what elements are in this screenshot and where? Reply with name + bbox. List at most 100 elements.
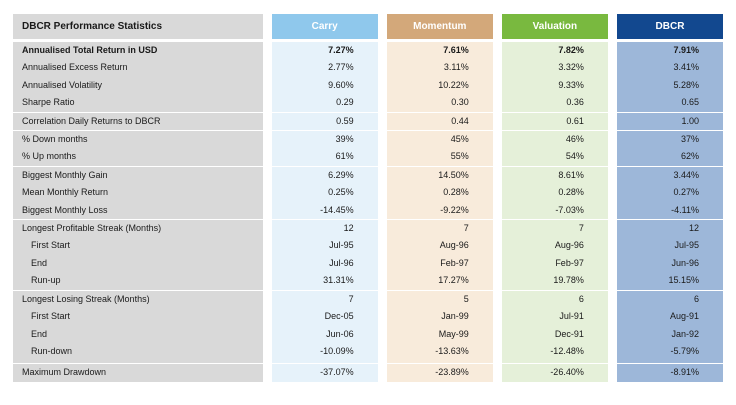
column-gap [492, 42, 502, 60]
cell-dbcr: 0.65 [617, 94, 723, 112]
column-gap [607, 219, 617, 238]
column-gap [492, 14, 502, 39]
table-row: Correlation Daily Returns to DBCR 0.59 0.4… [13, 111, 723, 131]
cell-dbcr: -4.11% [617, 201, 723, 220]
column-gap [262, 325, 272, 343]
column-gap [262, 14, 272, 39]
cell-carry: 61% [271, 148, 378, 166]
row-label: % Up months [13, 148, 263, 166]
table-row: Biggest Monthly Loss -14.45% -9.22% -7.03% -… [13, 201, 723, 220]
column-gap [492, 94, 502, 112]
cell-carry: 6.29% [271, 165, 378, 185]
row-spacer [13, 360, 723, 364]
row-label: Mean Monthly Return [13, 184, 263, 202]
column-gap [492, 289, 502, 309]
column-gap [262, 237, 272, 255]
cell-momentum: 45% [386, 130, 493, 149]
cell-momentum: Jan-99 [386, 308, 493, 326]
row-label: Longest Profitable Streak (Months) [13, 219, 263, 238]
column-gap [607, 272, 617, 290]
performance-table-container: DBCR Performance Statistics Carry Moment… [13, 14, 723, 382]
cell-carry: 39% [271, 130, 378, 149]
row-label: Run-down [13, 342, 263, 361]
table-body: Annualised Total Return in USD 7.27% 7.61%… [13, 42, 723, 382]
column-gap [492, 272, 502, 290]
column-gap [607, 184, 617, 202]
cell-carry: Jul-95 [271, 237, 378, 255]
cell-valuation: 8.61% [501, 165, 608, 185]
column-gap [607, 363, 617, 382]
column-gap [492, 363, 502, 382]
row-label: Annualised Excess Return [13, 59, 263, 77]
cell-momentum: 7 [386, 219, 493, 238]
column-gap [377, 342, 387, 361]
column-gap [377, 148, 387, 166]
cell-carry: 31.31% [271, 272, 378, 290]
column-gap [377, 289, 387, 309]
table-row: Longest Profitable Streak (Months) 12 7 7 12 [13, 219, 723, 238]
column-gap [262, 42, 272, 60]
cell-dbcr: 3.41% [617, 59, 723, 77]
column-gap [377, 76, 387, 95]
cell-momentum: -23.89% [386, 363, 493, 382]
column-gap [607, 254, 617, 273]
column-gap [262, 184, 272, 202]
table-row: Annualised Volatility 9.60% 10.22% 9.33% 5.2… [13, 76, 723, 95]
cell-momentum: -13.63% [386, 342, 493, 361]
cell-dbcr: -8.91% [617, 363, 723, 382]
column-gap [492, 308, 502, 326]
row-label: First Start [13, 308, 263, 326]
column-gap [262, 165, 272, 185]
cell-valuation: 19.78% [501, 272, 608, 290]
column-gap [262, 342, 272, 361]
column-gap [492, 59, 502, 77]
row-label: End [13, 254, 263, 273]
column-gap [377, 165, 387, 185]
cell-dbcr: 6 [617, 289, 723, 309]
table-row: Annualised Total Return in USD 7.27% 7.61%… [13, 42, 723, 60]
column-gap [262, 111, 272, 131]
cell-valuation: 6 [501, 289, 608, 309]
cell-valuation: 9.33% [501, 76, 608, 95]
cell-valuation: 0.36 [501, 94, 608, 112]
table-row: First Start Dec-05 Jan-99 Jul-91 Aug-91 [13, 308, 723, 326]
column-gap [492, 342, 502, 361]
table-row: End Jul-96 Feb-97 Feb-97 Jun-96 [13, 254, 723, 273]
column-gap [262, 59, 272, 77]
column-gap [607, 76, 617, 95]
row-label: Annualised Total Return in USD [13, 42, 263, 60]
column-gap [607, 237, 617, 255]
row-label: Annualised Volatility [13, 76, 263, 95]
table-row: % Up months 61% 55% 54% 62% [13, 148, 723, 166]
column-gap [377, 272, 387, 290]
cell-valuation: 54% [501, 148, 608, 166]
cell-valuation: 3.32% [501, 59, 608, 77]
column-gap [607, 165, 617, 185]
cell-momentum: 3.11% [386, 59, 493, 77]
cell-carry: 2.77% [271, 59, 378, 77]
table-row: End Jun-06 May-99 Dec-91 Jan-92 [13, 325, 723, 343]
cell-carry: -14.45% [271, 201, 378, 220]
column-gap [377, 111, 387, 131]
cell-dbcr: 1.00 [617, 111, 723, 131]
cell-dbcr: 3.44% [617, 165, 723, 185]
cell-valuation: 0.28% [501, 184, 608, 202]
column-gap [377, 59, 387, 77]
column-gap [607, 289, 617, 309]
cell-valuation: -26.40% [501, 363, 608, 382]
column-gap [262, 272, 272, 290]
column-gap [607, 42, 617, 60]
cell-momentum: Feb-97 [386, 254, 493, 273]
cell-carry: 0.29 [271, 94, 378, 112]
cell-carry: 7 [271, 289, 378, 309]
table-row: Run-up 31.31% 17.27% 19.78% 15.15% [13, 272, 723, 290]
column-gap [492, 111, 502, 131]
column-gap [377, 219, 387, 238]
cell-dbcr: -5.79% [617, 342, 723, 361]
cell-dbcr: 7.91% [617, 42, 723, 60]
column-gap [377, 201, 387, 220]
column-gap [377, 130, 387, 149]
cell-valuation: -7.03% [501, 201, 608, 220]
cell-valuation: 7 [501, 219, 608, 238]
header-row: DBCR Performance Statistics Carry Moment… [13, 14, 723, 39]
